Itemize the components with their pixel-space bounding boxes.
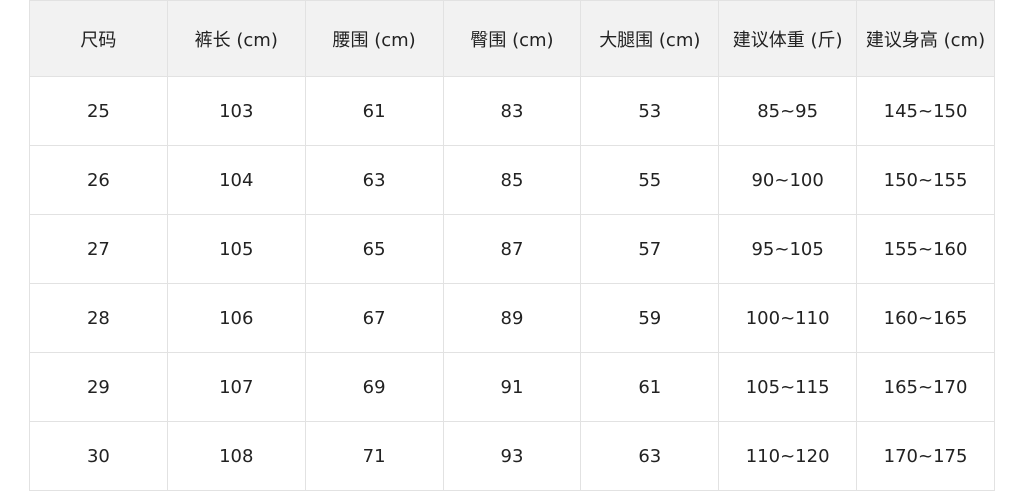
table-cell: 61 (304, 76, 444, 146)
table-cell: 85 (442, 145, 582, 215)
table-cell: 103 (166, 76, 306, 146)
column-header: 裤长 (cm) (166, 0, 306, 77)
table-cell: 63 (580, 421, 720, 491)
table-row: 26 104 63 85 55 90~100 150~155 (29, 145, 995, 215)
table-row: 27 105 65 87 57 95~105 155~160 (29, 214, 995, 284)
table-cell: 57 (580, 214, 720, 284)
table-cell: 100~110 (718, 283, 858, 353)
table-cell: 91 (442, 352, 582, 422)
table-cell: 26 (29, 145, 168, 215)
table-cell: 85~95 (718, 76, 858, 146)
table-cell: 63 (304, 145, 444, 215)
table-cell: 165~170 (856, 352, 995, 422)
table-row: 29 107 69 91 61 105~115 165~170 (29, 352, 995, 422)
table-cell: 61 (580, 352, 720, 422)
table-cell: 71 (304, 421, 444, 491)
header-row: 尺码 裤长 (cm) 腰围 (cm) 臀围 (cm) 大腿围 (cm) 建议体重 (斤) 建… (29, 0, 995, 77)
table-cell: 105~115 (718, 352, 858, 422)
table-cell: 107 (166, 352, 306, 422)
table-cell: 67 (304, 283, 444, 353)
table-cell: 69 (304, 352, 444, 422)
table-cell: 28 (29, 283, 168, 353)
table-cell: 53 (580, 76, 720, 146)
table-cell: 87 (442, 214, 582, 284)
table-cell: 83 (442, 76, 582, 146)
size-chart-table: 尺码 裤长 (cm) 腰围 (cm) 臀围 (cm) 大腿围 (cm) 建议体重 (斤) 建… (29, 0, 995, 491)
table-cell: 150~155 (856, 145, 995, 215)
column-header: 尺码 (29, 0, 168, 77)
table-cell: 93 (442, 421, 582, 491)
column-header: 大腿围 (cm) (580, 0, 720, 77)
table-cell: 27 (29, 214, 168, 284)
table-cell: 90~100 (718, 145, 858, 215)
table-cell: 95~105 (718, 214, 858, 284)
table-cell: 55 (580, 145, 720, 215)
table-row: 28 106 67 89 59 100~110 160~165 (29, 283, 995, 353)
table-cell: 89 (442, 283, 582, 353)
table-cell: 29 (29, 352, 168, 422)
table-cell: 25 (29, 76, 168, 146)
table-cell: 110~120 (718, 421, 858, 491)
column-header: 建议身高 (cm) (856, 0, 995, 77)
table-cell: 104 (166, 145, 306, 215)
column-header: 腰围 (cm) (304, 0, 444, 77)
table-cell: 106 (166, 283, 306, 353)
table-cell: 59 (580, 283, 720, 353)
table-row: 25 103 61 83 53 85~95 145~150 (29, 76, 995, 146)
table-cell: 155~160 (856, 214, 995, 284)
table-row: 30 108 71 93 63 110~120 170~175 (29, 421, 995, 491)
table-cell: 105 (166, 214, 306, 284)
table-cell: 145~150 (856, 76, 995, 146)
table-cell: 108 (166, 421, 306, 491)
column-header: 建议体重 (斤) (718, 0, 858, 77)
table-cell: 160~165 (856, 283, 995, 353)
column-header: 臀围 (cm) (442, 0, 582, 77)
table-cell: 170~175 (856, 421, 995, 491)
table-cell: 65 (304, 214, 444, 284)
table-cell: 30 (29, 421, 168, 491)
